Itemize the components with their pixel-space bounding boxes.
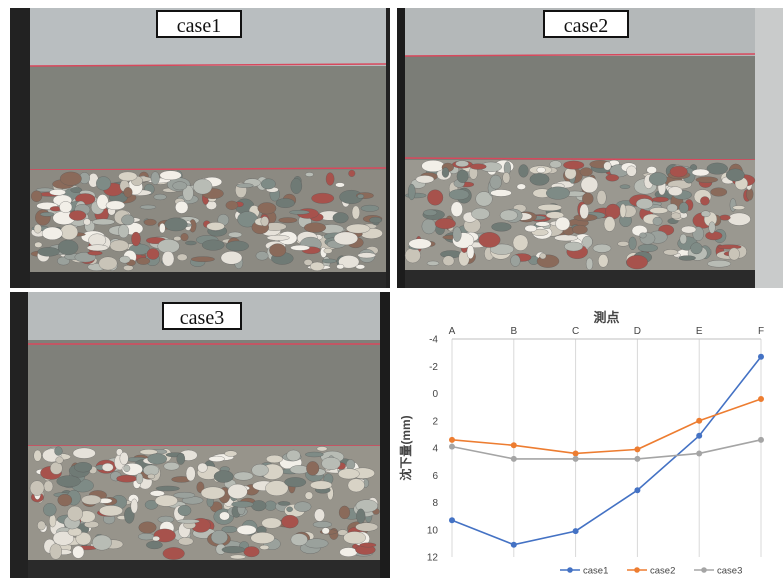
series-line-case2	[451, 398, 762, 455]
point-case1-C	[572, 528, 579, 535]
point-case2-B	[510, 442, 517, 449]
legend-marker-case3	[701, 567, 707, 573]
point-case2-E	[696, 417, 703, 424]
case3-label: case3	[162, 302, 242, 330]
y-tick-label-2: 0	[432, 389, 438, 400]
y-tick-label-6: 8	[432, 498, 438, 509]
y-tick-label-0: -4	[429, 335, 438, 346]
y-tick-label-8: 12	[427, 553, 439, 564]
x-tick-label-E: E	[696, 326, 703, 337]
case2-label: case2	[543, 10, 629, 38]
point-case1-B	[510, 541, 517, 548]
y-tick-label-5: 6	[432, 471, 438, 482]
x-tick-label-C: C	[572, 326, 579, 337]
point-case2-C	[572, 450, 579, 457]
case3-photo-image	[10, 292, 390, 578]
y-tick-label-7: 10	[427, 525, 439, 536]
case2-photo: case2	[397, 8, 783, 288]
x-tick-label-F: F	[758, 326, 764, 337]
series-line-case3	[451, 439, 762, 460]
case1-label: case1	[156, 10, 242, 38]
point-case1-F	[758, 353, 764, 360]
y-tick-label-1: -2	[429, 362, 438, 373]
case3-photo: case3	[10, 292, 390, 578]
x-tick-label-B: B	[510, 326, 517, 337]
legend-label-case2: case2	[650, 566, 675, 577]
point-case1-E	[696, 432, 703, 439]
point-case3-B	[510, 455, 517, 462]
legend-label-case3: case3	[717, 566, 742, 577]
legend-marker-case1	[567, 567, 573, 573]
case1-photo-image	[10, 8, 390, 288]
point-case3-D	[634, 455, 641, 462]
point-case3-E	[696, 450, 703, 457]
y-axis-label: 沈下量(mm)	[398, 415, 413, 480]
point-case2-F	[758, 395, 764, 402]
x-tick-label-A: A	[449, 326, 456, 337]
y-tick-label-4: 4	[432, 444, 438, 455]
legend-marker-case2	[634, 567, 640, 573]
point-case3-A	[449, 443, 455, 450]
point-case2-D	[634, 446, 641, 453]
legend-label-case1: case1	[583, 566, 608, 577]
series-line-case1	[451, 356, 762, 546]
chart-svg: 測点 A B C D E F -4 -2 0 2 4 6 8 10 12 沈下量(mm) case1 case2 ca…	[398, 310, 764, 577]
point-case1-A	[449, 517, 455, 524]
point-case3-F	[758, 436, 764, 443]
point-case2-A	[449, 436, 455, 443]
case2-photo-image	[397, 8, 783, 288]
point-case3-C	[572, 455, 579, 462]
point-case1-D	[634, 487, 641, 494]
chart-title: 測点	[593, 310, 619, 325]
case1-photo: case1	[10, 8, 390, 288]
settlement-chart: 測点 A B C D E F -4 -2 0 2 4 6 8 10 12 沈下量(mm) case1 case2 ca…	[392, 292, 783, 578]
x-tick-label-D: D	[634, 326, 641, 337]
y-tick-label-3: 2	[432, 416, 438, 427]
